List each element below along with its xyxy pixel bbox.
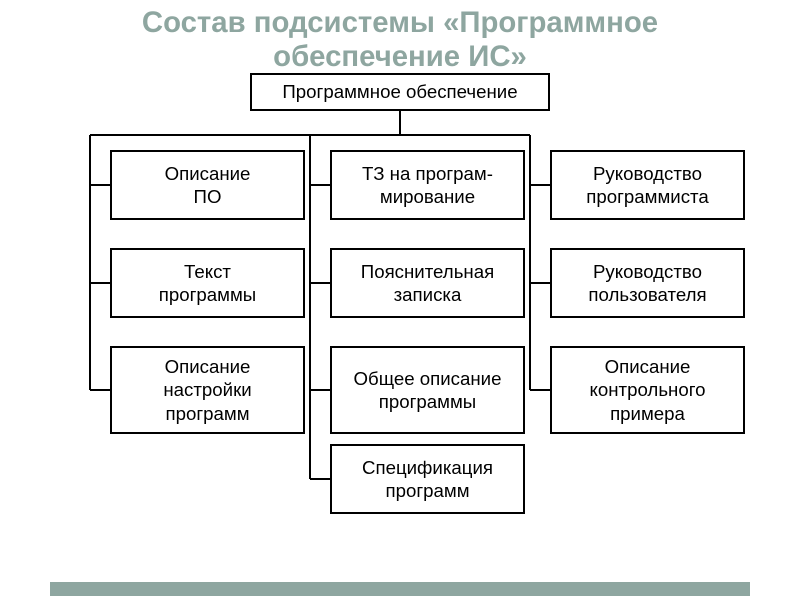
node-c2-r0: Руководствопрограммиста [550,150,745,220]
node-c1-r1: Пояснительнаязаписка [330,248,525,318]
root-node: Программное обеспечение [250,73,550,111]
page-title: Состав подсистемы «Программное обеспечен… [0,0,800,73]
node-c0-r1: Текстпрограммы [110,248,305,318]
node-c2-r1: Руководствопользователя [550,248,745,318]
title-line1: Состав подсистемы «Программное [142,6,658,39]
footer-accent-bar [50,582,750,596]
node-c0-r2: Описаниенастройкипрограмм [110,346,305,434]
node-c1-r2: Общее описаниепрограммы [330,346,525,434]
node-c1-r0: ТЗ на програм-мирование [330,150,525,220]
title-line2: обеспечение ИС» [273,40,527,73]
node-c0-r0: ОписаниеПО [110,150,305,220]
node-c1-r3: Спецификацияпрограмм [330,444,525,514]
node-c2-r2: Описаниеконтрольногопримера [550,346,745,434]
